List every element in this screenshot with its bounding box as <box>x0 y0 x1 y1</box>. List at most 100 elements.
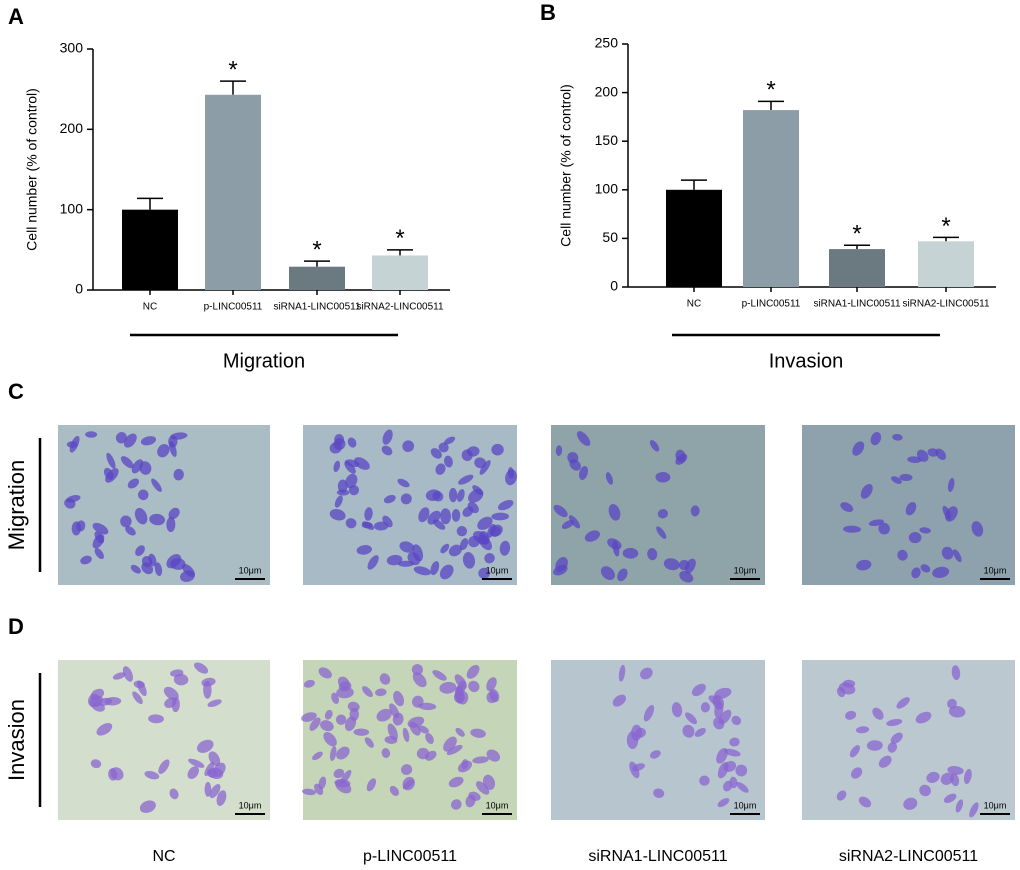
cell <box>389 785 399 796</box>
cell <box>347 437 357 448</box>
cell <box>347 701 360 712</box>
cell <box>333 768 345 779</box>
cell <box>207 699 222 707</box>
cell <box>576 431 591 446</box>
bar <box>829 249 885 287</box>
cell <box>478 534 492 551</box>
micrograph: 10μm <box>58 660 270 820</box>
cell <box>364 737 374 748</box>
cell <box>164 697 177 709</box>
cell <box>407 716 425 728</box>
micrograph: 10μm <box>301 660 517 820</box>
cell <box>92 522 109 535</box>
cell <box>204 781 212 797</box>
cell <box>947 477 955 493</box>
cell <box>878 522 890 535</box>
micrograph: 10μm <box>58 425 270 585</box>
cell <box>691 683 706 697</box>
y-axis-label: Cell number (% of control) <box>24 88 40 251</box>
cell <box>314 783 324 795</box>
cell <box>170 669 184 677</box>
cell <box>942 505 952 520</box>
cell <box>80 555 92 565</box>
cell <box>555 445 563 456</box>
cell <box>96 723 113 736</box>
cell <box>952 549 962 563</box>
cell <box>866 740 883 751</box>
cell <box>318 667 332 679</box>
cell <box>444 455 453 468</box>
cell <box>425 733 434 744</box>
significance-label: * <box>941 213 950 240</box>
cell <box>896 697 910 709</box>
cell <box>89 695 104 707</box>
cell <box>553 504 568 518</box>
cell <box>650 750 661 759</box>
cell <box>196 739 214 753</box>
cell <box>640 667 653 680</box>
cell <box>836 686 846 698</box>
cell <box>699 775 710 786</box>
cell <box>448 776 464 788</box>
cell <box>694 727 706 737</box>
cell <box>722 780 733 792</box>
cell <box>462 552 476 569</box>
significance-label: * <box>852 221 861 248</box>
cell <box>139 800 156 813</box>
cell <box>418 702 437 711</box>
cell <box>675 453 688 465</box>
cell <box>635 727 646 738</box>
cell <box>475 781 490 795</box>
cell <box>344 716 357 732</box>
cell <box>656 526 667 539</box>
y-tick-label: 200 <box>60 120 84 136</box>
cell <box>851 767 863 779</box>
cell <box>344 461 356 474</box>
cell <box>309 717 321 731</box>
cell <box>169 788 179 800</box>
bar <box>205 94 261 290</box>
cell <box>735 764 748 777</box>
cell <box>439 564 454 580</box>
cell <box>926 771 940 783</box>
cell <box>462 506 474 517</box>
scale-bar-label: 10μm <box>984 800 1007 810</box>
cell <box>103 467 114 480</box>
cell <box>497 499 514 511</box>
cell <box>148 714 164 724</box>
cell <box>345 473 358 489</box>
cell <box>950 773 960 787</box>
cell <box>736 781 749 793</box>
cell <box>629 761 640 779</box>
y-tick-label: 300 <box>60 40 84 56</box>
cell <box>486 677 497 692</box>
cell <box>723 760 737 772</box>
cell <box>413 566 432 576</box>
cell <box>717 798 730 808</box>
cell <box>886 718 903 727</box>
cell <box>482 774 496 790</box>
cell <box>106 452 116 469</box>
cell <box>466 664 480 679</box>
cell <box>140 436 157 446</box>
cell <box>679 570 694 583</box>
row-label: Migration <box>4 460 29 550</box>
cell <box>337 479 348 493</box>
cell <box>723 748 741 757</box>
cell <box>486 749 501 762</box>
micrograph: 10μm <box>802 660 1015 820</box>
micrograph: 10μm <box>551 425 765 585</box>
cell <box>432 670 447 681</box>
cell <box>303 679 315 688</box>
cell <box>382 429 393 445</box>
cell <box>418 507 430 523</box>
cell <box>653 788 665 799</box>
cell <box>435 463 446 475</box>
cell <box>840 502 854 513</box>
cell <box>943 793 957 803</box>
cell <box>168 507 180 520</box>
cell <box>446 744 463 756</box>
y-tick-label: 200 <box>595 83 619 99</box>
bar <box>743 110 799 287</box>
